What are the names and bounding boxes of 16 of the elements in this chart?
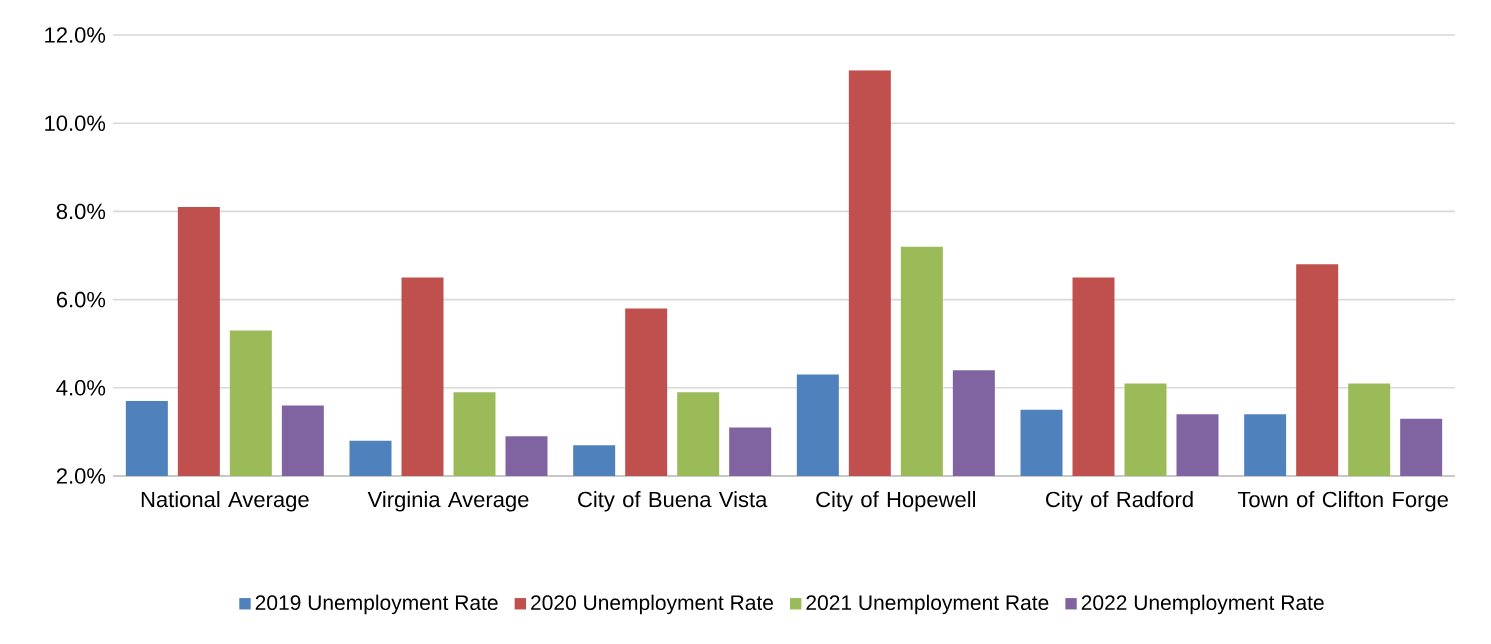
x-tick-label: National Average bbox=[141, 491, 309, 512]
y-tick-label: 2.0% bbox=[56, 468, 106, 484]
legend-label: 2019 Unemployment Rate bbox=[255, 594, 498, 615]
y-tick-label: 12.0% bbox=[45, 27, 106, 43]
x-tick-label: Virginia Average bbox=[367, 491, 529, 512]
legend-label: 2021 Unemployment Rate bbox=[806, 594, 1049, 615]
legend-label: 2022 Unemployment Rate bbox=[1081, 594, 1324, 615]
y-tick-label: 10.0% bbox=[45, 115, 106, 131]
x-tick-label: Town of Clifton Forge bbox=[1237, 491, 1448, 512]
y-tick-label: 4.0% bbox=[56, 380, 106, 396]
y-tick-label: 6.0% bbox=[56, 291, 106, 308]
x-tick-label: City of Buena Vista bbox=[578, 491, 768, 512]
x-tick-label: City of Radford bbox=[1046, 491, 1193, 512]
x-tick-label: City of Hopewell bbox=[816, 491, 976, 512]
y-tick-label: 8.0% bbox=[56, 203, 106, 220]
legend-label: 2020 Unemployment Rate bbox=[531, 594, 773, 615]
